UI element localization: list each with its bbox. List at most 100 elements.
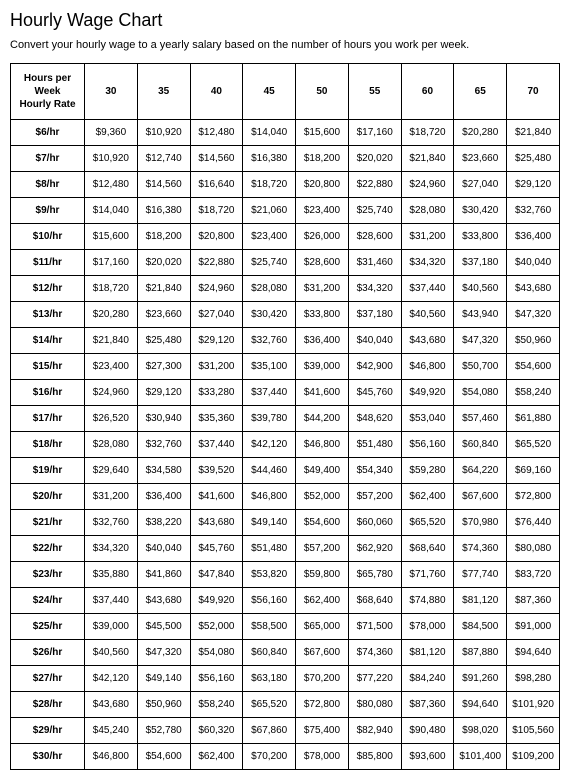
value-cell: $84,240 [401, 666, 454, 692]
value-cell: $67,600 [454, 484, 507, 510]
table-row: $24/hr$37,440$43,680$49,920$56,160$62,40… [11, 588, 560, 614]
value-cell: $35,100 [243, 354, 296, 380]
value-cell: $81,120 [401, 640, 454, 666]
value-cell: $12,740 [137, 146, 190, 172]
value-cell: $39,000 [296, 354, 349, 380]
value-cell: $82,940 [348, 718, 401, 744]
value-cell: $15,600 [296, 120, 349, 146]
value-cell: $21,840 [85, 328, 138, 354]
table-row: $29/hr$45,240$52,780$60,320$67,860$75,40… [11, 718, 560, 744]
table-row: $14/hr$21,840$25,480$29,120$32,760$36,40… [11, 328, 560, 354]
value-cell: $36,400 [137, 484, 190, 510]
table-row: $16/hr$24,960$29,120$33,280$37,440$41,60… [11, 380, 560, 406]
hours-col-header: 70 [507, 64, 560, 120]
value-cell: $62,400 [401, 484, 454, 510]
value-cell: $28,080 [243, 276, 296, 302]
value-cell: $20,800 [296, 172, 349, 198]
rate-cell: $15/hr [11, 354, 85, 380]
rate-cell: $10/hr [11, 224, 85, 250]
value-cell: $80,080 [507, 536, 560, 562]
value-cell: $90,480 [401, 718, 454, 744]
value-cell: $31,200 [85, 484, 138, 510]
value-cell: $34,320 [85, 536, 138, 562]
table-row: $18/hr$28,080$32,760$37,440$42,120$46,80… [11, 432, 560, 458]
value-cell: $74,880 [401, 588, 454, 614]
table-row: $21/hr$32,760$38,220$43,680$49,140$54,60… [11, 510, 560, 536]
value-cell: $91,000 [507, 614, 560, 640]
value-cell: $84,500 [454, 614, 507, 640]
corner-line1: Hours per [24, 73, 71, 84]
value-cell: $21,840 [507, 120, 560, 146]
value-cell: $43,940 [454, 302, 507, 328]
value-cell: $91,260 [454, 666, 507, 692]
value-cell: $37,440 [190, 432, 243, 458]
value-cell: $45,240 [85, 718, 138, 744]
value-cell: $18,200 [296, 146, 349, 172]
value-cell: $23,660 [454, 146, 507, 172]
value-cell: $32,760 [243, 328, 296, 354]
value-cell: $31,460 [348, 250, 401, 276]
hours-col-header: 55 [348, 64, 401, 120]
hours-col-header: 50 [296, 64, 349, 120]
value-cell: $87,880 [454, 640, 507, 666]
value-cell: $25,740 [348, 198, 401, 224]
table-row: $13/hr$20,280$23,660$27,040$30,420$33,80… [11, 302, 560, 328]
value-cell: $74,360 [348, 640, 401, 666]
rate-cell: $27/hr [11, 666, 85, 692]
value-cell: $101,400 [454, 744, 507, 770]
corner-line2: Week [35, 86, 61, 97]
value-cell: $60,060 [348, 510, 401, 536]
value-cell: $46,800 [296, 432, 349, 458]
value-cell: $81,120 [454, 588, 507, 614]
value-cell: $18,720 [243, 172, 296, 198]
value-cell: $32,760 [85, 510, 138, 536]
value-cell: $17,160 [348, 120, 401, 146]
value-cell: $58,500 [243, 614, 296, 640]
value-cell: $24,960 [85, 380, 138, 406]
value-cell: $25,480 [137, 328, 190, 354]
value-cell: $51,480 [348, 432, 401, 458]
value-cell: $29,120 [137, 380, 190, 406]
value-cell: $39,000 [85, 614, 138, 640]
value-cell: $27,040 [454, 172, 507, 198]
value-cell: $34,320 [348, 276, 401, 302]
value-cell: $60,840 [243, 640, 296, 666]
value-cell: $24,960 [401, 172, 454, 198]
value-cell: $65,520 [507, 432, 560, 458]
value-cell: $53,040 [401, 406, 454, 432]
value-cell: $16,380 [137, 198, 190, 224]
wage-table: Hours per Week Hourly Rate 3035404550556… [10, 63, 560, 770]
value-cell: $37,440 [243, 380, 296, 406]
value-cell: $50,960 [137, 692, 190, 718]
page-subtitle: Convert your hourly wage to a yearly sal… [10, 39, 560, 51]
table-row: $23/hr$35,880$41,860$47,840$53,820$59,80… [11, 562, 560, 588]
value-cell: $57,460 [454, 406, 507, 432]
value-cell: $20,280 [85, 302, 138, 328]
rate-cell: $25/hr [11, 614, 85, 640]
value-cell: $18,720 [401, 120, 454, 146]
table-row: $9/hr$14,040$16,380$18,720$21,060$23,400… [11, 198, 560, 224]
value-cell: $65,780 [348, 562, 401, 588]
value-cell: $35,880 [85, 562, 138, 588]
value-cell: $33,800 [454, 224, 507, 250]
page-title: Hourly Wage Chart [10, 10, 560, 31]
value-cell: $28,600 [348, 224, 401, 250]
corner-header: Hours per Week Hourly Rate [11, 64, 85, 120]
value-cell: $45,760 [190, 536, 243, 562]
value-cell: $33,280 [190, 380, 243, 406]
value-cell: $57,200 [348, 484, 401, 510]
value-cell: $76,440 [507, 510, 560, 536]
value-cell: $39,520 [190, 458, 243, 484]
value-cell: $21,840 [401, 146, 454, 172]
value-cell: $56,160 [401, 432, 454, 458]
rate-cell: $18/hr [11, 432, 85, 458]
rate-cell: $21/hr [11, 510, 85, 536]
value-cell: $105,560 [507, 718, 560, 744]
value-cell: $26,520 [85, 406, 138, 432]
value-cell: $32,760 [137, 432, 190, 458]
value-cell: $40,040 [137, 536, 190, 562]
value-cell: $94,640 [507, 640, 560, 666]
value-cell: $24,960 [190, 276, 243, 302]
value-cell: $27,300 [137, 354, 190, 380]
value-cell: $50,700 [454, 354, 507, 380]
